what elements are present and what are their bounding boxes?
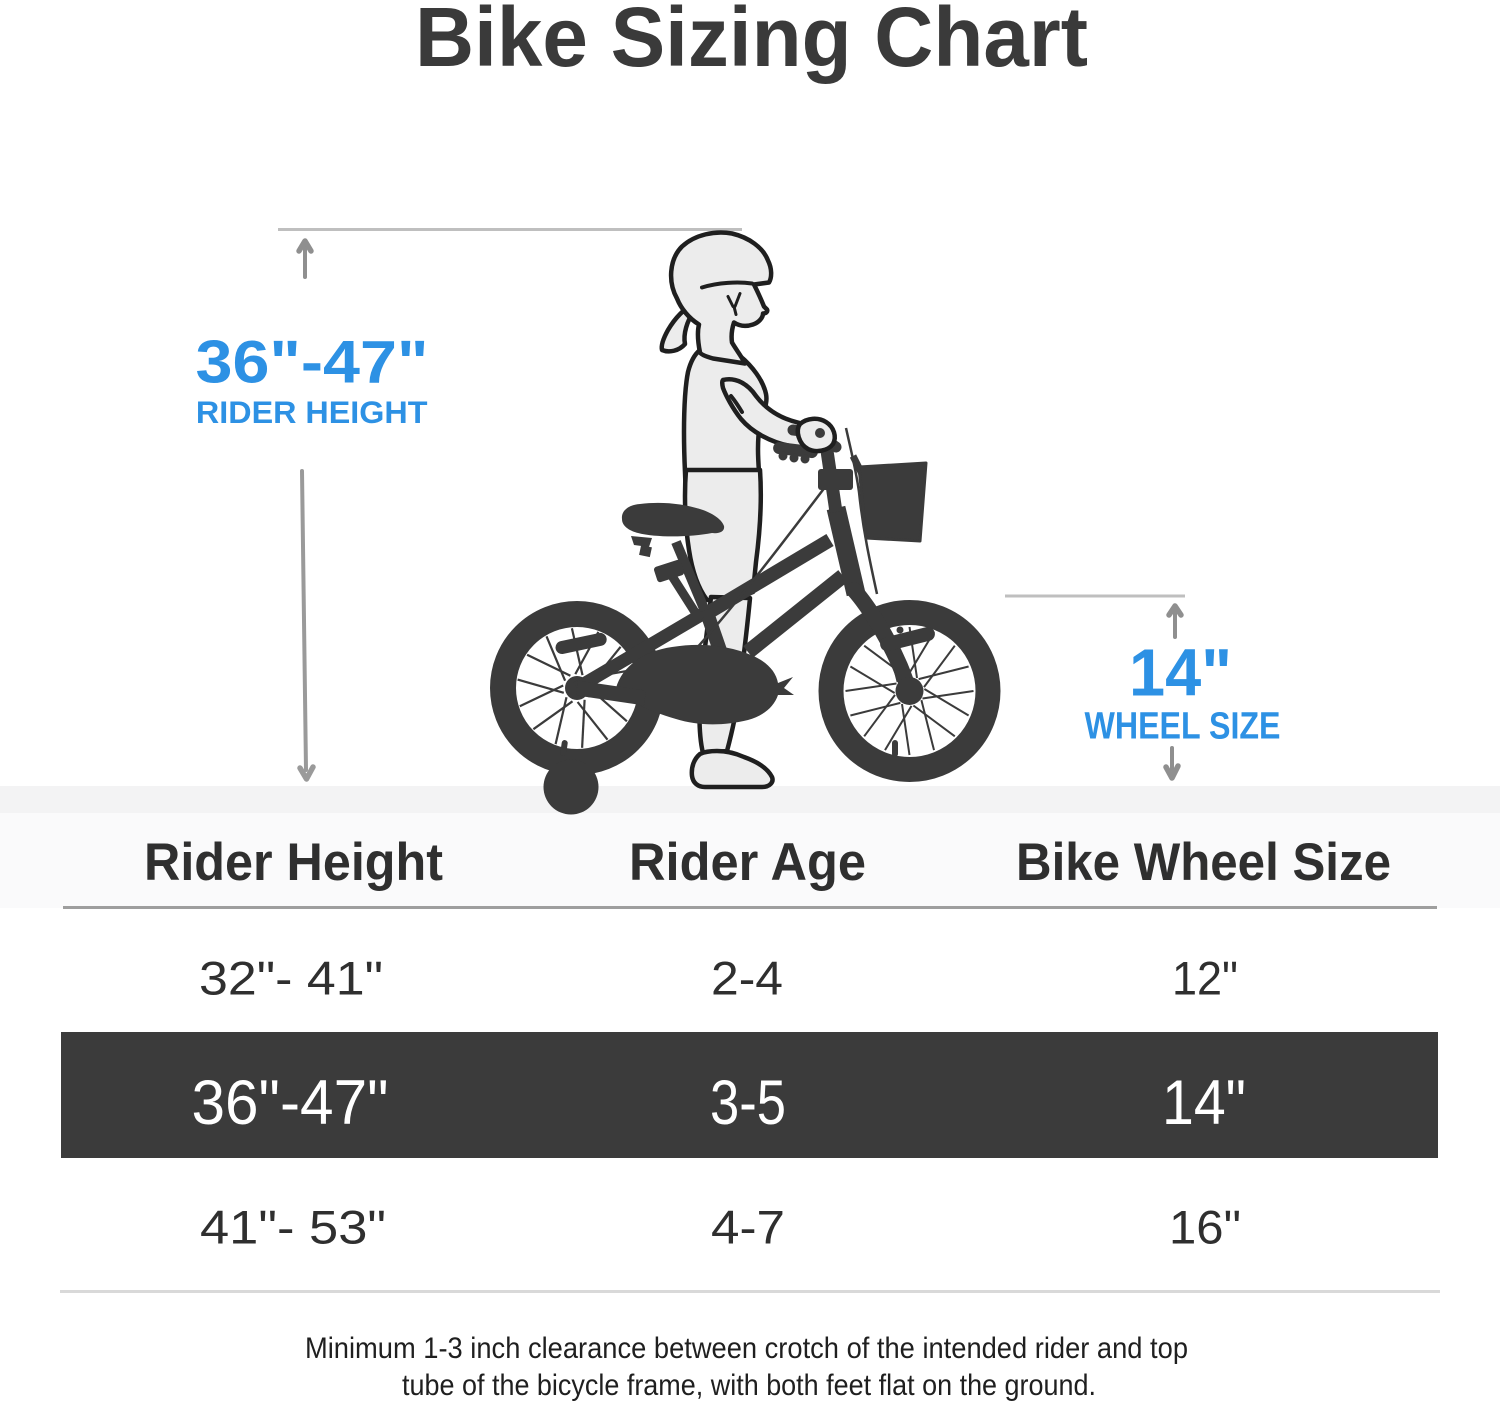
svg-text:32"- 41": 32"- 41" bbox=[199, 953, 383, 1006]
svg-text:RIDER HEIGHT: RIDER HEIGHT bbox=[196, 394, 428, 430]
svg-text:WHEEL SIZE: WHEEL SIZE bbox=[1085, 704, 1281, 747]
svg-text:12": 12" bbox=[1172, 953, 1238, 1006]
svg-text:36"-47": 36"-47" bbox=[192, 1068, 389, 1138]
svg-text:14": 14" bbox=[1162, 1068, 1246, 1138]
svg-text:4-7: 4-7 bbox=[711, 1202, 785, 1255]
svg-text:Bike Sizing Chart: Bike Sizing Chart bbox=[415, 0, 1088, 84]
svg-text:3-5: 3-5 bbox=[710, 1068, 786, 1138]
svg-text:Rider Age: Rider Age bbox=[629, 833, 866, 892]
svg-text:2-4: 2-4 bbox=[711, 953, 783, 1006]
svg-text:Rider Height: Rider Height bbox=[144, 833, 443, 892]
svg-text:14": 14" bbox=[1129, 637, 1232, 711]
svg-text:Bike Wheel Size: Bike Wheel Size bbox=[1016, 833, 1391, 892]
svg-text:16": 16" bbox=[1169, 1202, 1241, 1255]
svg-text:tube of the bicycle frame, wit: tube of the bicycle frame, with both fee… bbox=[402, 1369, 1096, 1402]
svg-text:Minimum 1-3 inch clearance bet: Minimum 1-3 inch clearance between crotc… bbox=[305, 1332, 1188, 1365]
svg-text:41"- 53": 41"- 53" bbox=[200, 1202, 386, 1255]
svg-text:36"-47": 36"-47" bbox=[196, 329, 429, 396]
